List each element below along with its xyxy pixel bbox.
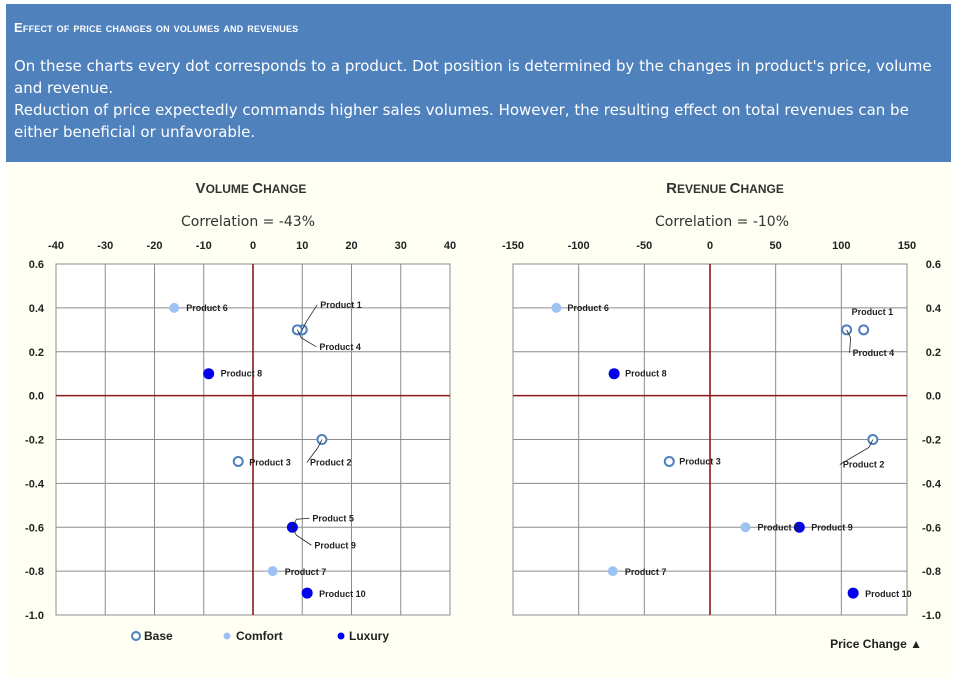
volume-point-product-3 [232,455,244,467]
volume-x-tick-label: -40 [48,240,64,252]
revenue-label-product-10: Product 10 [865,589,912,599]
revenue-label-product-4: Product 4 [853,348,895,358]
volume-point-product-8 [203,368,215,380]
revenue-point-product-10 [847,587,859,599]
volume-y-tick-label: -0.8 [25,566,44,578]
charts-svg: VOLUME CHANGE Correlation = -43% REVENUE… [25,180,942,651]
revenue-point-product-6 [551,302,562,313]
revenue-y-tick-label: 0.2 [926,347,941,359]
volume-label-product-4: Product 4 [319,342,361,352]
revenue-y-tick-label: -1.0 [922,610,941,622]
header-banner: Effect of price changes on volumes and r… [6,4,951,162]
revenue-y-tick-label: -0.8 [922,566,941,578]
volume-y-tick-label: -0.2 [25,435,44,447]
description-line-1: On these charts every dot corresponds to… [14,57,932,97]
revenue-x-tick-label: 50 [770,240,782,252]
volume-leader-product-4 [296,329,317,348]
revenue-y-tick-label: 0.4 [926,303,942,315]
revenue-x-tick-label: 150 [898,240,916,252]
volume-label-product-8: Product 8 [221,369,263,379]
volume-plot: -40 -30 -20 -10 0 10 20 30 40 0.6 0.4 0.2 0.0 -0.2 -0.… [25,240,456,622]
revenue-x-tick-label: 0 [707,240,713,252]
volume-leader-product-5 [292,517,310,528]
page-title: Effect of price changes on volumes and r… [14,20,299,35]
revenue-point-product-1 [858,324,870,336]
legend-base-label: Base [144,629,173,643]
volume-y-tick-label: 0.6 [29,259,44,271]
legend-base-marker [131,631,141,641]
volume-leader-product-9 [292,527,312,546]
volume-point-product-7 [267,566,278,577]
revenue-label-product-1: Product 1 [852,307,894,317]
revenue-x-tick-label: -50 [636,240,652,252]
legend-luxury-marker [337,632,345,640]
volume-y-tick-label: 0.0 [29,391,44,403]
revenue-label-product-2: Product 2 [843,460,885,470]
revenue-y-tick-label: 0.6 [926,259,941,271]
volume-label-product-7: Product 7 [285,567,327,577]
revenue-label-product-6: Product 6 [567,303,609,313]
price-change-note: Price Change ▲ [830,637,922,651]
volume-x-tick-label: 10 [296,240,308,252]
volume-x-tick-label: -20 [147,240,163,252]
revenue-y-tick-label: 0.0 [926,391,941,403]
legend: Base Comfort Luxury [131,629,389,643]
revenue-point-product-5 [740,522,751,533]
volume-label-product-6: Product 6 [186,303,228,313]
legend-comfort-marker [223,632,231,640]
revenue-x-tick-label: -150 [502,240,524,252]
volume-x-tick-label: -30 [97,240,113,252]
volume-label-product-10: Product 10 [319,589,366,599]
volume-label-product-3: Product 3 [249,457,291,467]
volume-leader-product-2 [306,439,323,463]
volume-label-product-5: Product 5 [312,513,354,523]
revenue-label-product-9: Product 9 [811,522,853,532]
revenue-x-tick-label: 100 [832,240,850,252]
volume-y-tick-label: 0.2 [29,347,44,359]
volume-x-tick-label: 40 [444,240,456,252]
legend-comfort-label: Comfort [236,629,283,643]
revenue-point-product-3 [663,455,675,467]
revenue-correlation: Correlation = -10% [655,214,789,230]
revenue-label-product-5: Product 5 [757,522,799,532]
revenue-y-tick-label: -0.2 [922,435,941,447]
volume-correlation: Correlation = -43% [181,214,315,230]
volume-chart-title: VOLUME CHANGE [196,180,307,197]
volume-x-tick-label: 20 [345,240,357,252]
revenue-label-product-8: Product 8 [625,369,667,379]
volume-label-product-2: Product 2 [310,458,352,468]
volume-y-tick-label: -1.0 [25,610,44,622]
revenue-plot: -150 -100 -50 0 50 100 150 0.6 0.4 0.2 0.0 -0.2 -0.4… [502,240,942,622]
volume-x-tick-label: 0 [250,240,256,252]
volume-leader-product-1 [301,304,318,330]
volume-point-product-6 [169,302,180,313]
volume-label-product-9: Product 9 [314,540,356,550]
description-line-2: Reduction of price expectedly commands h… [14,101,909,141]
revenue-chart-title: REVENUE CHANGE [666,180,784,197]
volume-point-product-10 [301,587,313,599]
volume-x-tick-label: 30 [395,240,407,252]
revenue-point-product-8 [608,368,620,380]
revenue-leader-product-4 [846,329,851,353]
legend-luxury-label: Luxury [349,629,389,643]
revenue-y-tick-label: -0.6 [922,522,941,534]
revenue-leader-product-2 [839,439,874,465]
charts-panel: VOLUME CHANGE Correlation = -43% REVENUE… [6,163,951,678]
volume-y-tick-label: -0.6 [25,522,44,534]
volume-label-product-1: Product 1 [320,300,362,310]
revenue-x-tick-label: -100 [568,240,590,252]
revenue-point-product-7 [607,566,618,577]
revenue-point-product-9 [793,521,805,533]
revenue-label-product-3: Product 3 [679,456,721,466]
volume-y-tick-label: -0.4 [25,478,45,490]
revenue-y-tick-label: -0.4 [922,478,942,490]
revenue-label-product-7: Product 7 [625,567,667,577]
volume-x-tick-label: -10 [196,240,212,252]
volume-y-tick-label: 0.4 [29,303,45,315]
